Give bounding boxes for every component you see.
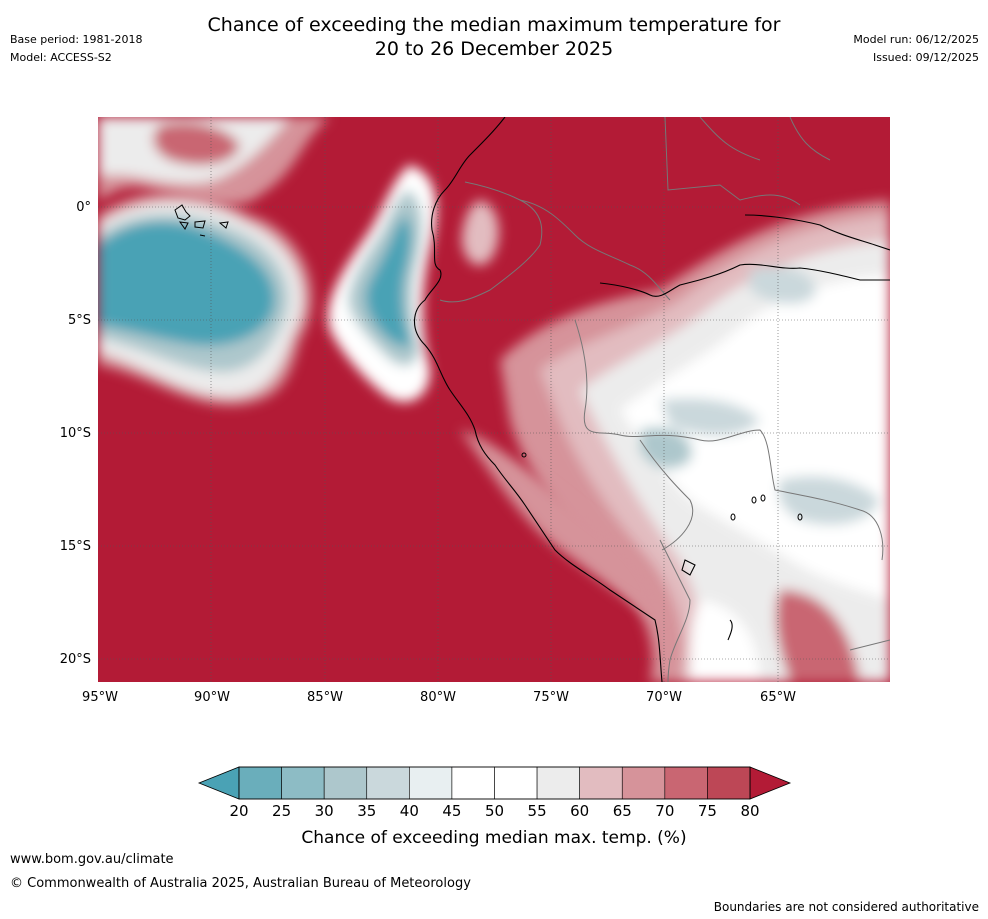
lat-label: 10°S <box>60 426 91 441</box>
colorbar-cell <box>451 766 495 800</box>
colorbar-tick-label: 20 <box>229 802 248 820</box>
country-borders <box>439 117 890 682</box>
inland-east-anomaly <box>500 200 890 682</box>
colorbar-tick-label: 30 <box>315 802 334 820</box>
lon-label: 95°W <box>82 690 118 705</box>
base-period-text: Base period: 1981-2018 <box>10 33 143 46</box>
colorbar-tick-label: 35 <box>357 802 376 820</box>
galapagos-islands <box>174 204 229 237</box>
colorbar-cell <box>621 766 666 800</box>
map-area <box>98 117 890 682</box>
title-line-2: 20 to 26 December 2025 <box>374 38 614 60</box>
longitude-labels: 95°W 90°W 85°W 80°W 75°W 70°W 65°W <box>82 690 796 705</box>
map-title: Chance of exceeding the median maximum t… <box>0 13 988 61</box>
colorbar-cell <box>281 766 325 800</box>
colorbar-tick-label: 65 <box>613 802 632 820</box>
coastal-blue-anomaly <box>328 165 436 402</box>
lat-label: 20°S <box>60 652 91 667</box>
title-line-1: Chance of exceeding the median maximum t… <box>207 14 781 36</box>
model-text: Model: ACCESS-S2 <box>10 51 112 64</box>
colorbar-cell <box>409 766 453 800</box>
colorbar-tick-label: 80 <box>740 802 759 820</box>
northwest-anomaly <box>98 117 330 205</box>
latitude-labels: 0° 5°S 10°S 15°S 20°S <box>60 200 91 667</box>
lat-label: 15°S <box>60 539 91 554</box>
lon-label: 85°W <box>307 690 343 705</box>
colorbar-frame <box>238 766 751 800</box>
lon-label: 65°W <box>760 690 796 705</box>
coastline <box>413 117 890 682</box>
colorbar-tick-label: 50 <box>485 802 504 820</box>
lakes <box>521 452 803 521</box>
footer-url[interactable]: www.bom.gov.au/climate <box>10 852 174 867</box>
colorbar-tick-label: 25 <box>272 802 291 820</box>
colorbar-cell <box>494 766 538 800</box>
colorbar-tick-label: 75 <box>698 802 717 820</box>
lat-label: 5°S <box>68 313 91 328</box>
model-run-text: Model run: 06/12/2025 <box>853 33 979 46</box>
footer-copyright: © Commonwealth of Australia 2025, Austra… <box>10 876 471 891</box>
colorbar-tick-label: 60 <box>570 802 589 820</box>
colorbar-max-arrow <box>749 766 792 800</box>
colorbar-cell <box>238 766 282 800</box>
colorbar-cell <box>664 766 708 800</box>
lat-label: 0° <box>76 200 91 215</box>
colorbar-tick-label: 45 <box>442 802 461 820</box>
colorbar-label: Chance of exceeding median max. temp. (%… <box>301 828 686 848</box>
colorbar-cell <box>579 766 623 800</box>
colorbar-cell <box>323 766 368 800</box>
map-gridlines <box>98 117 890 682</box>
colorbar: 20 25 30 35 40 45 50 55 60 65 70 75 80 <box>197 766 792 820</box>
colorbar-cell <box>536 766 580 800</box>
south-coast-anomaly <box>460 200 661 620</box>
west-blue-anomaly <box>98 192 312 406</box>
issued-text: Issued: 09/12/2025 <box>872 51 979 64</box>
colorbar-min-arrow <box>197 766 240 800</box>
lon-label: 90°W <box>194 690 230 705</box>
lon-label: 70°W <box>646 690 682 705</box>
lon-label: 80°W <box>420 690 456 705</box>
lon-label: 75°W <box>533 690 569 705</box>
colorbar-tick-label: 55 <box>528 802 547 820</box>
colorbar-tick-label: 70 <box>655 802 674 820</box>
colorbar-tick-label: 40 <box>400 802 419 820</box>
colorbar-cell <box>366 766 410 800</box>
colorbar-cell <box>707 766 751 800</box>
footer-disclaimer: Boundaries are not considered authoritat… <box>713 900 979 914</box>
